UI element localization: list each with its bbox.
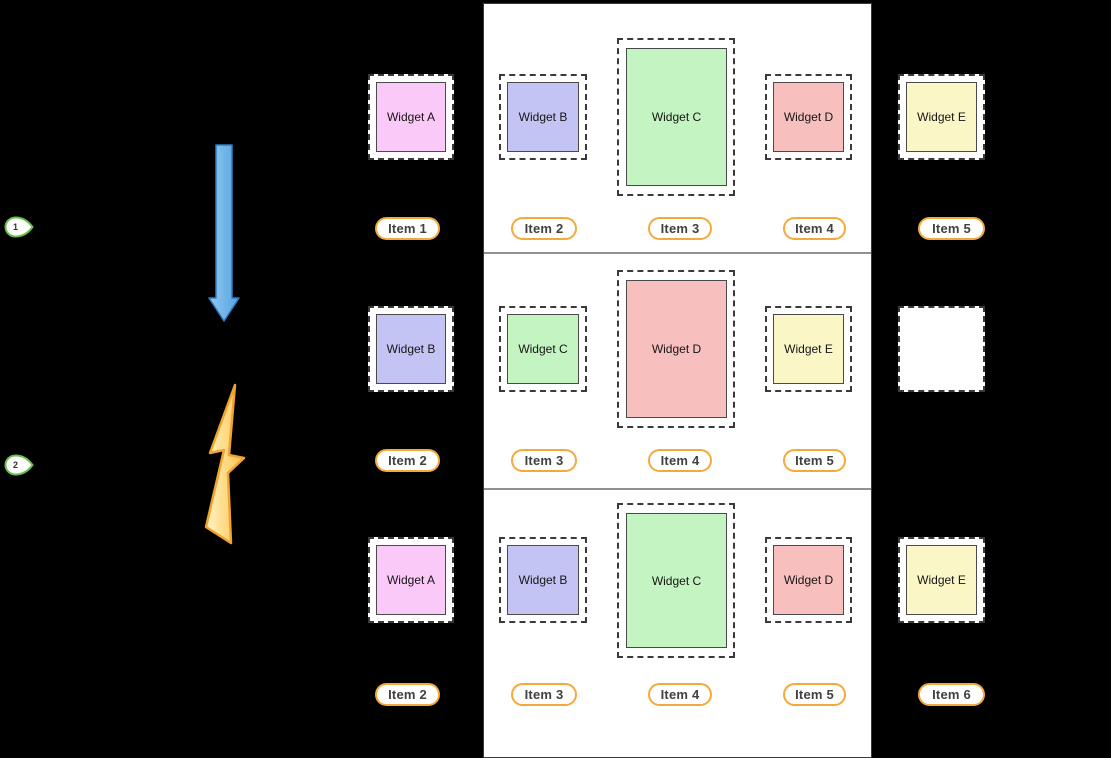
item-pill: Item 4 — [648, 449, 712, 472]
step-marker-1-icon: 1 — [4, 216, 34, 238]
item-label: Item 2 — [524, 221, 564, 236]
widget-container: Widget B — [368, 306, 454, 392]
widget-label: Widget E — [917, 573, 966, 587]
item-pill: Item 3 — [648, 217, 712, 240]
widget-box: Widget C — [626, 48, 727, 186]
item-pill: Item 2 — [511, 217, 577, 240]
widget-label: Widget C — [651, 110, 702, 124]
item-label: Item 5 — [932, 221, 971, 236]
item-pill: Item 2 — [375, 683, 440, 706]
widget-box: Widget E — [906, 545, 977, 615]
item-pill: Item 5 — [783, 449, 846, 472]
widget-container: Widget C — [617, 38, 735, 196]
widget-box: Widget D — [626, 280, 727, 418]
widget-label: Widget D — [783, 110, 834, 124]
widget-container: Widget A — [368, 537, 454, 623]
widget-container: Widget A — [368, 74, 454, 160]
item-pill: Item 3 — [511, 683, 577, 706]
panel-divider-top — [484, 252, 871, 254]
widget-container: Widget E — [765, 306, 852, 392]
item-pill: Item 5 — [783, 683, 846, 706]
widget-label: Widget C — [651, 573, 702, 588]
item-pill: Item 2 — [375, 449, 440, 472]
teardrop-shape — [4, 216, 34, 238]
widget-box: Widget D — [773, 82, 844, 152]
item-label: Item 3 — [524, 453, 564, 468]
item-pill: Item 6 — [918, 683, 985, 706]
item-label: Item 3 — [524, 687, 564, 702]
widget-container: Widget E — [898, 537, 985, 623]
empty-widget-container — [898, 306, 985, 392]
widget-container: Widget D — [765, 537, 852, 623]
widget-container: Widget C — [499, 306, 587, 392]
item-label: Item 4 — [660, 453, 700, 468]
widget-container: Widget C — [617, 503, 735, 658]
panel-divider-bottom — [484, 488, 871, 490]
item-label: Item 4 — [795, 221, 834, 236]
item-pill: Item 1 — [375, 217, 440, 240]
widget-label: Widget D — [651, 342, 702, 356]
widget-box: Widget B — [507, 545, 579, 615]
item-label: Item 6 — [932, 687, 971, 702]
widget-label: Widget B — [518, 110, 568, 124]
item-label: Item 3 — [660, 221, 700, 236]
item-pill: Item 3 — [511, 449, 577, 472]
widget-box: Widget B — [507, 82, 579, 152]
widget-box: Widget E — [906, 82, 977, 152]
widget-label: Widget E — [917, 110, 966, 124]
widget-label: Widget A — [386, 573, 436, 587]
bolt-shape — [204, 383, 246, 545]
item-label: Item 5 — [795, 453, 834, 468]
widget-container: Widget B — [499, 74, 587, 160]
item-label: Item 2 — [388, 687, 427, 702]
item-label: Item 1 — [388, 221, 427, 236]
item-label: Item 4 — [660, 687, 700, 702]
widget-container: Widget B — [499, 537, 587, 623]
step-marker-2-icon: 2 — [4, 454, 34, 476]
widget-label: Widget C — [518, 342, 568, 356]
widget-label: Widget D — [783, 573, 834, 587]
item-pill: Item 4 — [783, 217, 846, 240]
widget-container: Widget D — [617, 270, 735, 428]
item-pill: Item 4 — [648, 683, 712, 706]
down-arrow-icon — [208, 144, 240, 322]
item-pill: Item 5 — [918, 217, 985, 240]
item-label: Item 2 — [388, 453, 427, 468]
widget-box: Widget C — [507, 314, 579, 384]
widget-container: Widget D — [765, 74, 852, 160]
arrow-shape — [208, 144, 240, 322]
widget-label: Widget E — [784, 342, 833, 356]
item-label: Item 5 — [795, 687, 834, 702]
widget-label: Widget B — [518, 573, 568, 587]
teardrop-shape — [4, 454, 34, 476]
lightning-bolt-icon — [204, 383, 246, 545]
widget-box: Widget A — [376, 545, 446, 615]
widget-box: Widget A — [376, 82, 446, 152]
widget-label: Widget A — [386, 110, 436, 124]
widget-box: Widget C — [626, 513, 727, 648]
widget-box: Widget D — [773, 545, 844, 615]
step-marker-1-label: 1 — [13, 222, 18, 232]
widget-container: Widget E — [898, 74, 985, 160]
step-marker-2-label: 2 — [13, 460, 18, 470]
widget-label: Widget B — [386, 342, 436, 356]
widget-box: Widget B — [376, 314, 446, 384]
widget-box: Widget E — [773, 314, 844, 384]
